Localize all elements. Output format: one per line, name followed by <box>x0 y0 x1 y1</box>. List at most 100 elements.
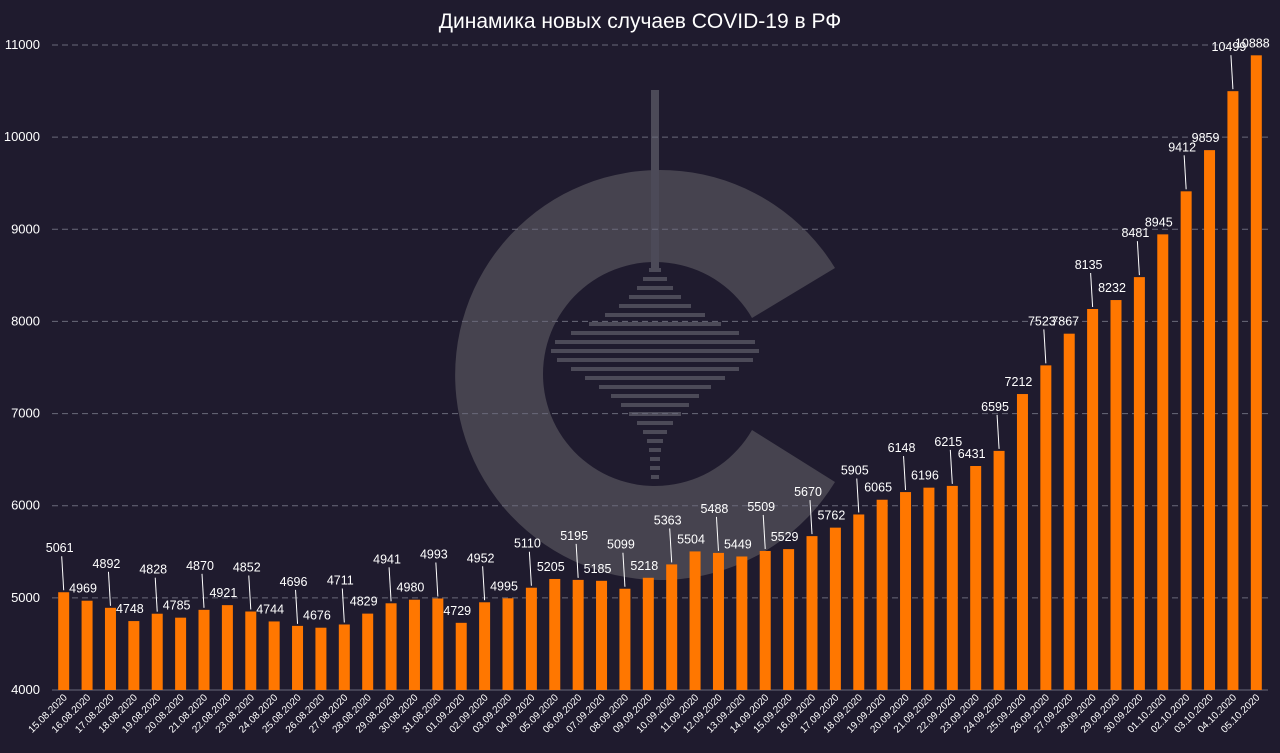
bar <box>736 556 748 690</box>
bar <box>806 536 818 690</box>
watermark-wave-line <box>629 295 681 299</box>
data-label: 5762 <box>817 509 845 523</box>
data-label: 4995 <box>490 579 518 593</box>
bar <box>946 485 958 690</box>
label-leader <box>669 528 673 563</box>
y-tick-label: 4000 <box>11 682 40 697</box>
data-label: 10499 <box>1212 40 1247 54</box>
data-label: 6196 <box>911 469 939 483</box>
data-label: 4952 <box>467 551 495 565</box>
bar <box>923 487 935 690</box>
bar <box>712 552 724 690</box>
bar <box>151 613 163 690</box>
bar <box>1063 333 1075 690</box>
bar <box>829 527 841 690</box>
data-label: 4993 <box>420 548 448 562</box>
data-label: 5099 <box>607 538 635 552</box>
y-tick-label: 8000 <box>11 313 40 328</box>
data-label: 4676 <box>303 609 331 623</box>
label-leaders <box>61 55 1234 624</box>
data-label: 6215 <box>934 435 962 449</box>
data-label: 4828 <box>139 563 167 577</box>
watermark-wave-line <box>637 286 673 290</box>
bar <box>221 605 233 690</box>
data-label: 5449 <box>724 537 752 551</box>
data-label: 7212 <box>1005 375 1033 389</box>
watermark-wave-line <box>589 322 721 326</box>
bar <box>1087 308 1099 690</box>
y-tick-label: 5000 <box>11 590 40 605</box>
data-label: 6431 <box>958 447 986 461</box>
bar <box>338 624 350 690</box>
label-leader <box>1230 55 1234 90</box>
bars <box>58 55 1262 690</box>
bar <box>1227 91 1239 690</box>
bar <box>502 598 514 690</box>
bar <box>572 579 584 690</box>
bar <box>525 587 537 690</box>
bar <box>408 599 420 690</box>
watermark-wave-line <box>599 385 711 389</box>
bar <box>479 602 491 690</box>
bar <box>104 607 116 690</box>
bar <box>1133 277 1145 690</box>
label-leader <box>435 562 439 597</box>
bar <box>783 549 795 690</box>
label-leader <box>341 588 345 623</box>
bar <box>245 611 257 690</box>
data-label: 5363 <box>654 513 682 527</box>
data-label: 6595 <box>981 400 1009 414</box>
data-label: 5488 <box>701 502 729 516</box>
watermark-wave-line <box>611 394 699 398</box>
bar <box>198 609 210 690</box>
bar <box>759 550 771 690</box>
bar <box>1180 191 1192 690</box>
bar <box>642 577 654 690</box>
data-label: 10888 <box>1235 36 1270 50</box>
watermark-wave-line <box>557 358 753 362</box>
bar <box>993 450 1005 690</box>
watermark-wave-line <box>643 430 667 434</box>
data-label: 4785 <box>163 599 191 613</box>
data-label: 5110 <box>514 537 541 551</box>
data-label: 5205 <box>537 560 565 574</box>
bar <box>596 580 608 690</box>
label-leader <box>622 552 626 587</box>
label-leader <box>1183 155 1187 190</box>
bar <box>900 492 912 690</box>
data-label: 4748 <box>116 602 144 616</box>
watermark-wave <box>551 90 759 479</box>
label-leader <box>295 589 299 624</box>
label-leader <box>762 514 766 549</box>
label-leader <box>575 543 579 578</box>
data-label: 9859 <box>1192 131 1220 145</box>
label-leader <box>201 573 205 608</box>
data-label: 4729 <box>443 604 471 618</box>
bar <box>58 592 70 690</box>
bar <box>1110 300 1122 690</box>
data-label: 7523 <box>1028 314 1056 328</box>
data-label: 4870 <box>186 559 214 573</box>
data-label: 7867 <box>1051 315 1079 329</box>
watermark-wave-line <box>619 304 691 308</box>
bar <box>128 621 140 690</box>
label-leader <box>715 516 719 551</box>
bar <box>853 514 865 690</box>
watermark-wave-line <box>571 331 739 335</box>
watermark-wave-line <box>637 421 673 425</box>
watermark-logo <box>455 90 835 580</box>
bar <box>432 598 444 690</box>
bar <box>315 627 327 690</box>
watermark-wave-line <box>621 403 689 407</box>
watermark-wave-line <box>650 466 660 470</box>
watermark-wave-line <box>551 349 759 353</box>
data-label: 6065 <box>864 481 892 495</box>
data-label: 4980 <box>397 581 425 595</box>
data-label: 4829 <box>350 595 378 609</box>
label-leader <box>482 566 486 601</box>
bar <box>1016 394 1028 690</box>
label-leader <box>248 575 252 610</box>
label-leader <box>1136 241 1140 276</box>
bar <box>689 551 701 690</box>
